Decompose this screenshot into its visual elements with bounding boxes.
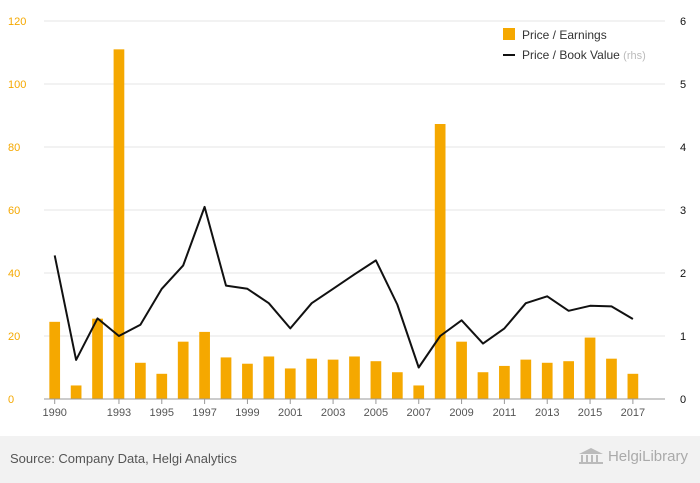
pe-bar	[499, 365, 510, 399]
x-axis-tick-label: 2015	[578, 407, 602, 419]
pe-bar	[92, 318, 103, 399]
x-axis-tick-label: 1993	[107, 407, 131, 419]
footer: Source: Company Data, Helgi Analytics He…	[0, 436, 700, 483]
x-axis-tick-label: 2007	[406, 407, 430, 419]
pe-bar	[284, 368, 296, 399]
pe-bar	[584, 337, 596, 399]
pe-bar	[606, 358, 617, 399]
x-axis-tick-label: 1995	[150, 407, 174, 419]
library-building-icon	[578, 448, 603, 464]
x-axis-tick-label: 2003	[321, 407, 345, 419]
pe-bar	[306, 358, 318, 399]
x-axis-tick-label: 2005	[364, 407, 388, 419]
x-axis-tick-label: 2009	[449, 407, 473, 419]
pe-bar	[135, 362, 146, 399]
right-axis-tick-label: 3	[680, 205, 686, 217]
pe-bar	[327, 359, 339, 399]
legend-label-pe: Price / Earnings	[522, 28, 607, 42]
legend-label-pbv: Price / Book Value (rhs)	[522, 48, 646, 62]
x-axis-tick-label: 2001	[278, 407, 302, 419]
right-axis-tick-label: 0	[680, 394, 686, 406]
helgi-library-logo: HelgiLibrary	[578, 447, 688, 465]
pbv-line	[53, 205, 634, 369]
pe-bar	[456, 341, 467, 399]
pe-bar	[113, 49, 125, 399]
left-axis-tick-label: 20	[8, 331, 20, 343]
x-axis-tick-label: 2013	[535, 407, 559, 419]
right-axis-tick-label: 6	[680, 16, 686, 28]
pe-bar	[434, 124, 446, 399]
left-axis-tick-label: 100	[8, 79, 26, 91]
pe-bar	[177, 341, 189, 399]
left-axis-tick-label: 0	[8, 394, 14, 406]
right-axis-tick-label: 1	[680, 331, 686, 343]
pe-bar	[413, 385, 425, 399]
x-axis-tick-label: 1997	[192, 407, 216, 419]
pe-bar	[263, 356, 275, 399]
left-axis-tick-label: 40	[8, 268, 20, 280]
x-axis-tick-label: 2011	[493, 407, 517, 419]
pe-bar	[541, 362, 553, 399]
left-axis-tick-label: 60	[8, 205, 20, 217]
pe-bar	[627, 373, 639, 399]
left-axis-tick-label: 120	[8, 16, 26, 28]
pe-bar	[520, 359, 532, 399]
x-axis-tick-label: 2017	[621, 407, 645, 419]
right-axis-tick-label: 4	[680, 142, 686, 154]
pe-bar	[49, 321, 61, 399]
legend-rhs-note: (rhs)	[623, 50, 646, 62]
pe-bar	[220, 357, 232, 399]
pe-bar	[349, 356, 360, 399]
right-axis-tick-label: 2	[680, 268, 686, 280]
pe-bar	[563, 361, 574, 399]
pe-bar	[477, 372, 489, 399]
legend-swatch-pe	[503, 28, 515, 40]
pe-bar	[156, 373, 168, 399]
pe-bar	[242, 363, 253, 399]
x-axis-tick-label: 1999	[235, 407, 259, 419]
logo-text: HelgiLibrary	[607, 447, 688, 465]
source-note: Source: Company Data, Helgi Analytics	[10, 451, 237, 466]
right-axis-tick-label: 5	[680, 79, 686, 91]
left-axis-tick-label: 80	[8, 142, 20, 154]
pe-bar	[70, 385, 82, 399]
pe-bar	[391, 372, 403, 399]
x-axis-tick-label: 1990	[42, 407, 66, 419]
pe-bar	[199, 331, 210, 399]
pe-bar	[370, 361, 382, 399]
